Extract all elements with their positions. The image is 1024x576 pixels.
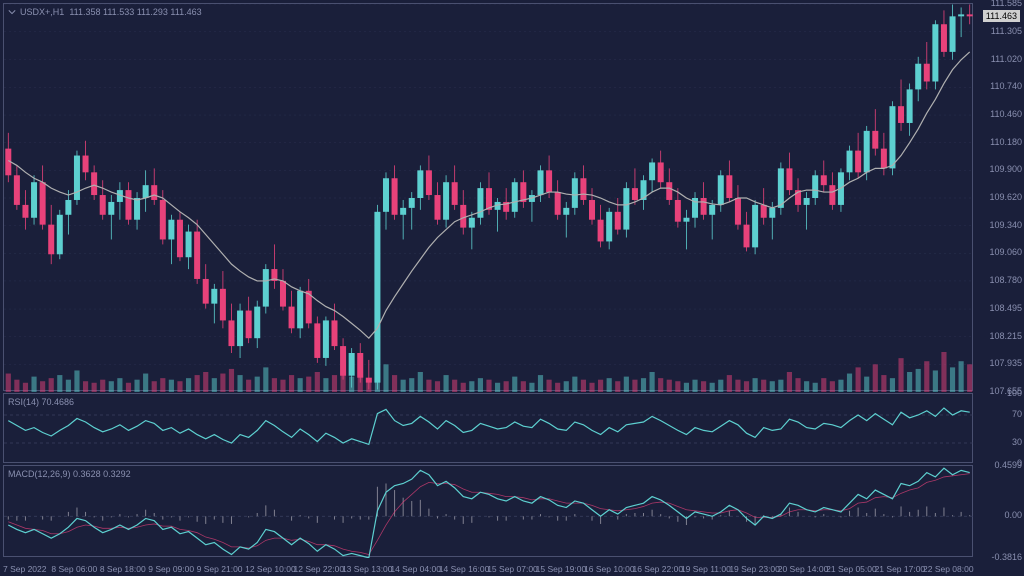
x-tick-label: 9 Sep 21:00	[197, 564, 243, 574]
x-tick-label: 15 Sep 19:00	[536, 564, 587, 574]
x-tick-label: 15 Sep 07:00	[487, 564, 538, 574]
trading-chart-container: USDX+,H1 111.358 111.533 111.293 111.463…	[0, 0, 1024, 576]
x-tick-label: 19 Sep 23:00	[729, 564, 780, 574]
x-tick-label: 22 Sep 08:00	[923, 564, 974, 574]
y-tick-label: 111.305	[991, 26, 1022, 36]
y-tick-label: 109.340	[989, 220, 1022, 230]
y-axis: 107.655107.935108.215108.495108.780109.0…	[976, 3, 1024, 558]
x-tick-label: 16 Sep 22:00	[632, 564, 683, 574]
chevron-down-icon[interactable]	[8, 8, 16, 16]
y-tick-label: 111.020	[991, 54, 1022, 64]
rsi-panel[interactable]: RSI(14) 70.4686	[3, 393, 973, 463]
symbol-label: USDX+,H1 111.358 111.533 111.293 111.463	[20, 7, 202, 17]
macd-panel[interactable]: MACD(12,26,9) 0.3628 0.3292	[3, 465, 973, 557]
rsi-chart[interactable]	[4, 394, 974, 464]
x-axis: 7 Sep 2022 8 Sep 06:008 Sep 18:009 Sep 09…	[3, 560, 973, 576]
macd-tick-label: 0.4599	[994, 460, 1022, 470]
rsi-tick-label: 100	[1007, 388, 1022, 398]
macd-chart[interactable]	[4, 466, 974, 558]
y-tick-label: 110.180	[990, 137, 1022, 147]
x-tick-label: 12 Sep 10:00	[245, 564, 296, 574]
y-tick-label: 108.495	[989, 303, 1022, 313]
y-tick-label: 110.740	[990, 81, 1022, 91]
rsi-label: RSI(14) 70.4686	[8, 397, 74, 407]
y-tick-label: 107.935	[989, 358, 1022, 368]
x-tick-label: 12 Sep 22:00	[294, 564, 345, 574]
y-tick-label: 109.060	[989, 247, 1022, 257]
x-tick-label: 16 Sep 10:00	[584, 564, 635, 574]
y-tick-label: 108.780	[989, 275, 1022, 285]
macd-tick-label: 0.00	[1004, 510, 1022, 520]
macd-tick-label: -0.3816	[991, 552, 1022, 562]
current-price-badge: 111.463	[983, 10, 1020, 22]
candlestick-chart[interactable]	[4, 4, 974, 392]
y-tick-label: 109.620	[989, 192, 1022, 202]
x-tick-label: 21 Sep 05:00	[826, 564, 877, 574]
main-chart-panel[interactable]: USDX+,H1 111.358 111.533 111.293 111.463…	[3, 3, 973, 391]
x-tick-label: 9 Sep 09:00	[148, 564, 194, 574]
x-tick-label: 8 Sep 06:00	[51, 564, 97, 574]
y-tick-label: 111.585	[991, 0, 1022, 8]
y-tick-label: 110.460	[990, 109, 1022, 119]
x-tick-label: 20 Sep 14:00	[778, 564, 829, 574]
x-tick-label: 13 Sep 13:00	[342, 564, 393, 574]
x-tick-label: 7 Sep 2022	[3, 564, 46, 574]
x-tick-label: 14 Sep 04:00	[390, 564, 441, 574]
y-tick-label: 108.215	[989, 331, 1022, 341]
rsi-tick-label: 30	[1012, 437, 1022, 447]
macd-label: MACD(12,26,9) 0.3628 0.3292	[8, 469, 131, 479]
y-tick-label: 109.900	[989, 164, 1022, 174]
x-tick-label: 19 Sep 11:00	[681, 564, 731, 574]
rsi-tick-label: 70	[1012, 409, 1022, 419]
x-tick-label: 14 Sep 16:00	[439, 564, 490, 574]
x-tick-label: 8 Sep 18:00	[100, 564, 146, 574]
x-tick-label: 21 Sep 17:00	[875, 564, 926, 574]
